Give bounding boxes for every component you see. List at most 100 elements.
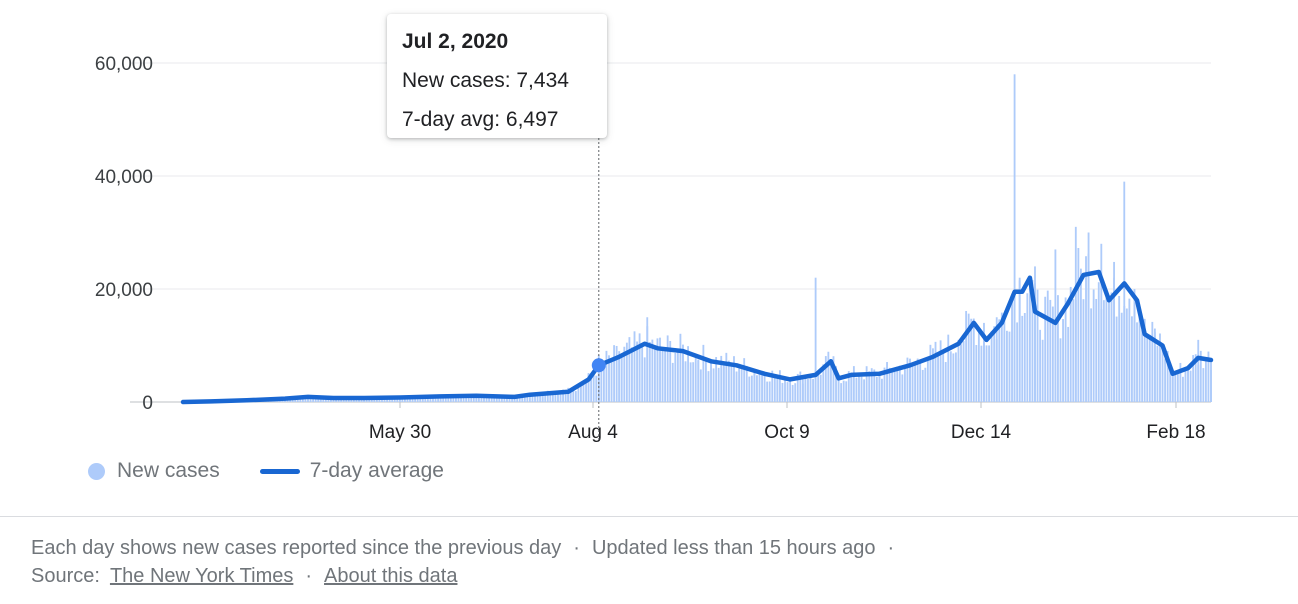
new-cases-bar (865, 366, 868, 402)
new-cases-bar (554, 393, 557, 402)
new-cases-bar (1095, 298, 1098, 402)
new-cases-bar (1051, 306, 1054, 402)
new-cases-bar (653, 349, 656, 402)
new-cases-bar (1148, 334, 1151, 402)
new-cases-bar (534, 396, 536, 402)
new-cases-bar (903, 368, 906, 402)
new-cases-bar (901, 374, 904, 402)
new-cases-bar (712, 368, 715, 402)
cases-chart[interactable]: 0 20,000 40,000 60,000 May 30 Aug 4 Oct 9 Dec 1… (0, 0, 1298, 516)
new-cases-bar (679, 333, 682, 402)
new-cases-bar (824, 356, 827, 402)
new-cases-bar (580, 384, 582, 402)
new-cases-bar (1151, 321, 1154, 402)
new-cases-bar (618, 351, 621, 402)
new-cases-bar (656, 345, 659, 402)
new-cases-bar (536, 392, 539, 402)
new-cases-bar (674, 352, 677, 402)
tooltip-seven-day-avg: 7-day avg: 6,497 (402, 108, 559, 131)
new-cases-bar (1118, 295, 1121, 402)
new-cases-bar (477, 395, 480, 402)
new-cases-bar (916, 358, 919, 402)
new-cases-bars (184, 74, 1212, 403)
new-cases-bar (771, 370, 774, 402)
new-cases-bar (1028, 279, 1031, 402)
new-cases-bar (419, 396, 422, 402)
footer-line-2: Source: The New York Times · About this dat… (31, 562, 1271, 590)
new-cases-bar (562, 389, 564, 402)
new-cases-bar (447, 397, 450, 402)
new-cases-bar (355, 398, 358, 402)
new-cases-bar (465, 394, 468, 402)
new-cases-bar (572, 389, 575, 402)
new-cases-bar (1164, 358, 1167, 402)
new-cases-bar (411, 398, 414, 402)
new-cases-bar (597, 359, 600, 402)
new-cases-bar (1016, 322, 1019, 402)
new-cases-bar (1153, 328, 1156, 402)
new-cases-bar (778, 370, 781, 402)
source-link[interactable]: The New York Times (109, 565, 294, 587)
new-cases-bar (434, 396, 437, 402)
new-cases-bar (1097, 282, 1100, 402)
new-cases-bar (1041, 339, 1044, 402)
new-cases-bar (932, 353, 934, 402)
new-cases-bar (863, 379, 866, 402)
new-cases-bar (822, 364, 825, 402)
new-cases-bar (980, 345, 983, 402)
legend-new-cases-label: New cases (117, 459, 220, 482)
new-cases-bar (1204, 359, 1207, 402)
new-cases-bar (1189, 370, 1192, 402)
new-cases-bar (939, 340, 942, 402)
footer-description: Each day shows new cases reported since … (31, 537, 562, 559)
new-cases-bar (1146, 335, 1149, 402)
new-cases-bar (1184, 368, 1187, 402)
legend-seven-day-average[interactable]: 7-day average (259, 459, 444, 483)
new-cases-bar (1202, 368, 1205, 402)
new-cases-bar (733, 356, 735, 402)
about-data-link[interactable]: About this data (324, 565, 458, 587)
tooltip-date: Jul 2, 2020 (402, 30, 509, 53)
new-cases-bar (625, 342, 628, 402)
new-cases-bar (852, 366, 855, 402)
new-cases-bar (490, 397, 493, 402)
new-cases-bar (1141, 329, 1144, 402)
new-cases-bar (830, 363, 832, 402)
chart-footer: Each day shows new cases reported since … (31, 534, 1271, 590)
x-tick-label: Dec 14 (951, 422, 1012, 443)
new-cases-bar (914, 361, 917, 402)
new-cases-bar (794, 383, 797, 402)
new-cases-bar (906, 357, 909, 402)
new-cases-bar (840, 383, 843, 402)
new-cases-bar (919, 363, 922, 402)
new-cases-bar (1049, 299, 1052, 402)
new-cases-bar (1120, 312, 1123, 402)
new-cases-bar (541, 393, 544, 402)
new-cases-bar (493, 396, 496, 402)
new-cases-bar (1110, 292, 1113, 402)
new-cases-bar (475, 396, 478, 402)
new-cases-bar (406, 397, 409, 402)
new-cases-bar (750, 375, 753, 402)
new-cases-bar (1072, 299, 1075, 402)
new-cases-bar (689, 362, 692, 402)
new-cases-bar (1131, 316, 1133, 402)
new-cases-bar (1085, 256, 1087, 402)
new-cases-bar (715, 357, 718, 402)
new-cases-bar (781, 382, 784, 402)
legend-new-cases[interactable]: New cases (88, 459, 220, 483)
new-cases-bar (789, 380, 792, 402)
new-cases-bar (480, 394, 483, 402)
new-cases-bar (1087, 232, 1090, 402)
new-cases-bar (911, 362, 914, 402)
new-cases-bar (875, 376, 878, 402)
new-cases-bar (873, 369, 876, 402)
new-cases-bar (569, 392, 572, 402)
new-cases-bar (414, 397, 417, 402)
new-cases-bar (671, 362, 674, 402)
new-cases-bar (740, 367, 743, 402)
y-tick-label: 60,000 (95, 54, 153, 75)
new-cases-bar (587, 373, 590, 402)
new-cases-bar (623, 346, 626, 402)
new-cases-bar (669, 340, 672, 402)
